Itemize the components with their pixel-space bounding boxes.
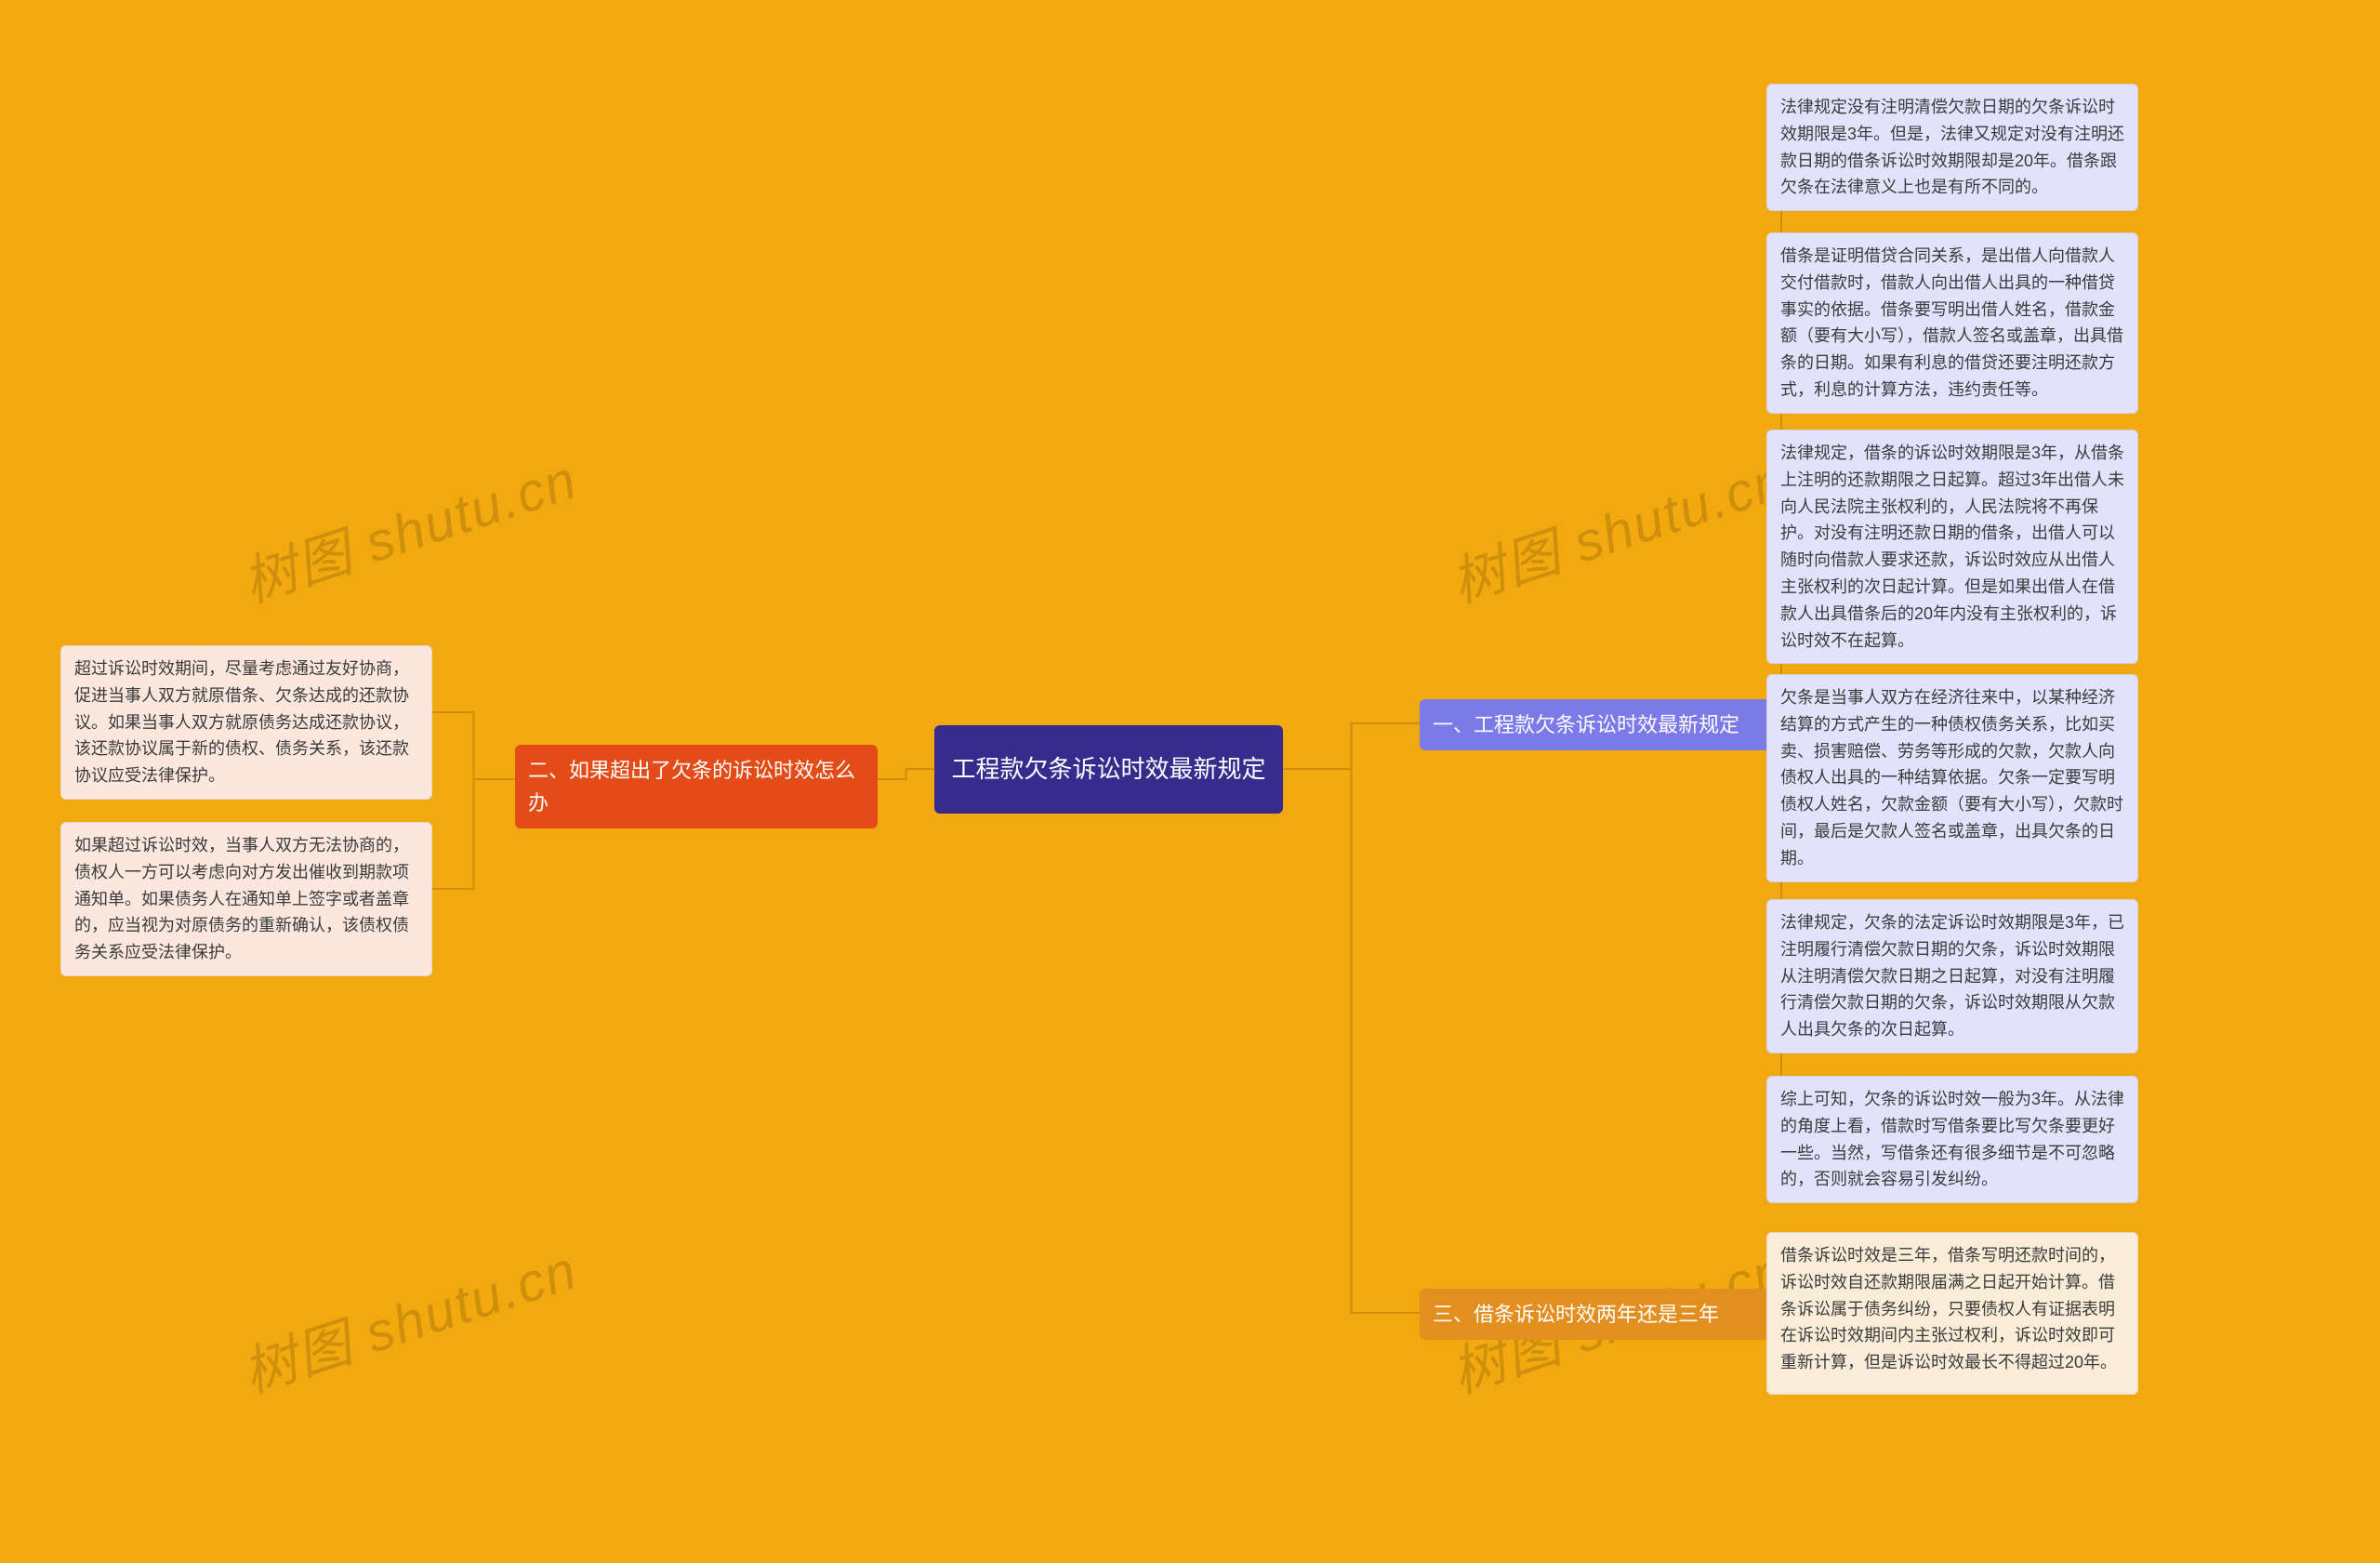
leaf-node[interactable]: 超过诉讼时效期间，尽量考虑通过友好协商，促进当事人双方就原借条、欠条达成的还款协… (60, 645, 432, 800)
leaf-node[interactable]: 如果超过诉讼时效，当事人双方无法协商的，债权人一方可以考虑向对方发出催收到期款项… (60, 822, 432, 976)
connector (878, 769, 934, 779)
branch-node[interactable]: 二、如果超出了欠条的诉讼时效怎么办 (515, 745, 878, 828)
leaf-node[interactable]: 法律规定，借条的诉讼时效期限是3年，从借条上注明的还款期限之日起算。超过3年出借… (1766, 430, 2138, 664)
leaf-node[interactable]: 法律规定没有注明清偿欠款日期的欠条诉讼时效期限是3年。但是，法律又规定对没有注明… (1766, 84, 2138, 211)
leaf-node[interactable]: 综上可知，欠条的诉讼时效一般为3年。从法律的角度上看，借款时写借条要比写欠条要更… (1766, 1076, 2138, 1203)
connector (432, 712, 515, 779)
leaf-node[interactable]: 借条诉讼时效是三年，借条写明还款时间的，诉讼时效自还款期限届满之日起开始计算。借… (1766, 1232, 2138, 1395)
branch-node[interactable]: 三、借条诉讼时效两年还是三年 (1420, 1289, 1778, 1340)
root-node[interactable]: 工程款欠条诉讼时效最新规定 (934, 725, 1283, 814)
connector (432, 779, 515, 889)
branch-node[interactable]: 一、工程款欠条诉讼时效最新规定 (1420, 699, 1796, 750)
connector (1283, 723, 1420, 769)
leaf-node[interactable]: 借条是证明借贷合同关系，是出借人向借款人交付借款时，借款人向出借人出具的一种借贷… (1766, 232, 2138, 414)
leaf-node[interactable]: 法律规定，欠条的法定诉讼时效期限是3年，已注明履行清偿欠款日期的欠条，诉讼时效期… (1766, 899, 2138, 1053)
leaf-node[interactable]: 欠条是当事人双方在经济往来中，以某种经济结算的方式产生的一种债权债务关系，比如买… (1766, 674, 2138, 882)
connector (1283, 769, 1420, 1313)
